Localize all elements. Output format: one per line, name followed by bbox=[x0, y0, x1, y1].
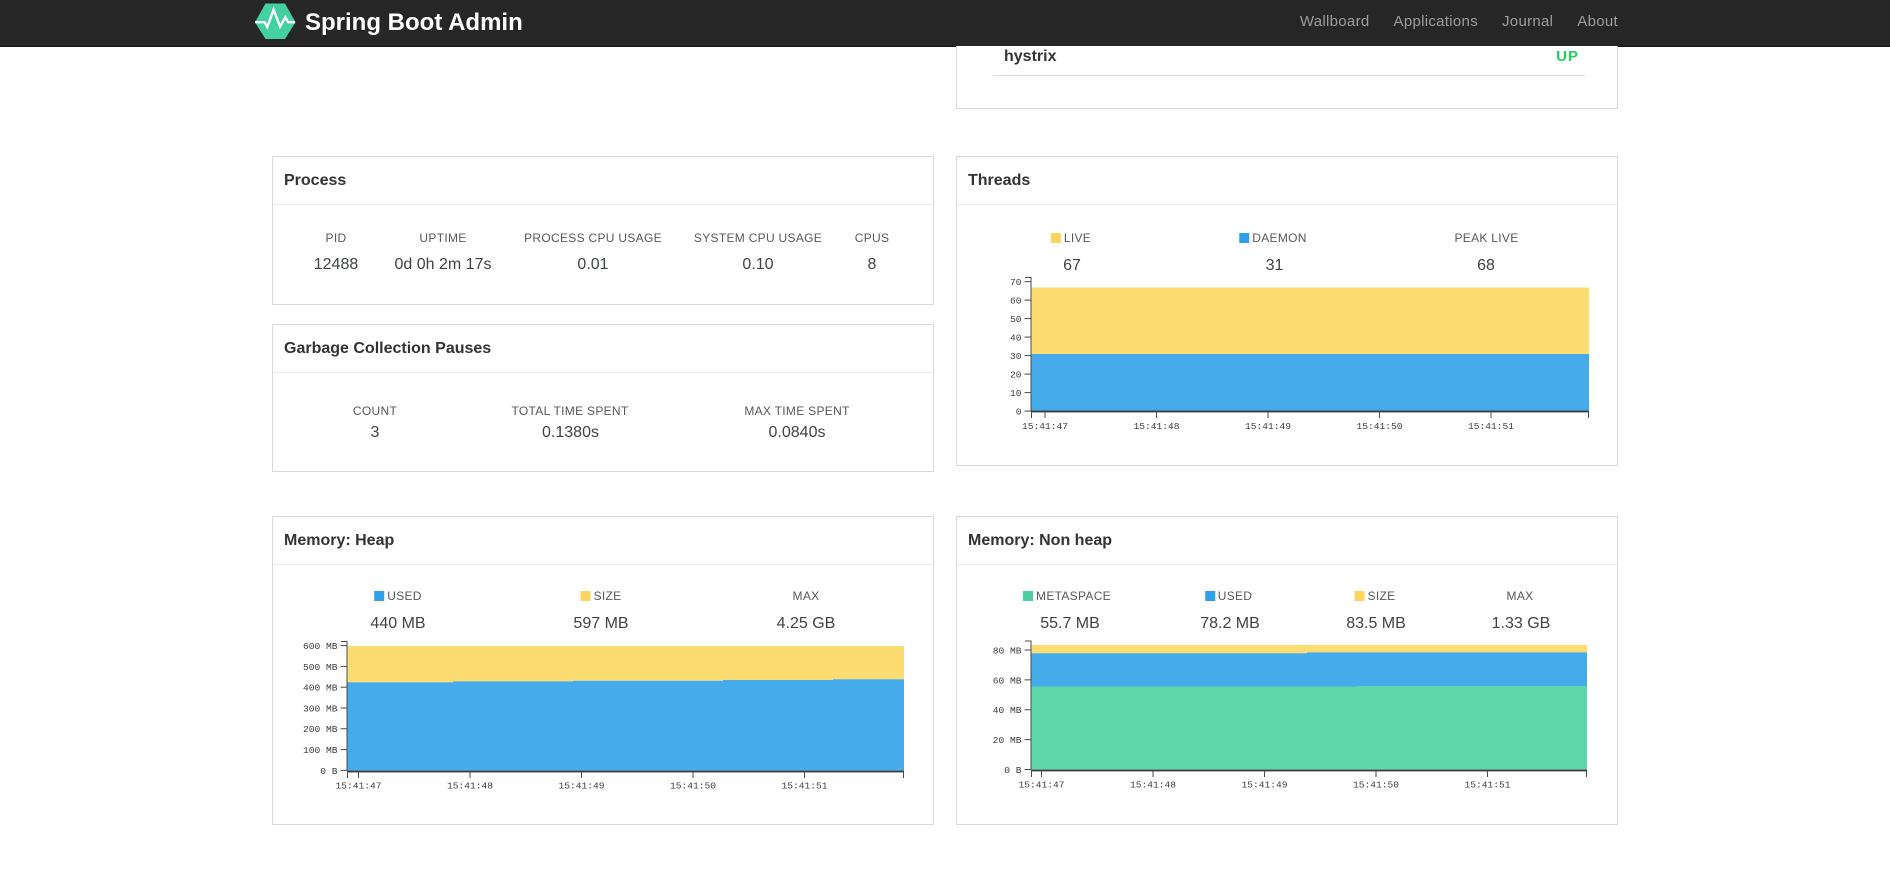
svg-text:15:41:47: 15:41:47 bbox=[335, 781, 381, 792]
svg-text:15:41:49: 15:41:49 bbox=[1245, 421, 1291, 432]
svg-text:60 MB: 60 MB bbox=[993, 675, 1022, 686]
svg-text:15:41:47: 15:41:47 bbox=[1018, 780, 1064, 791]
svg-text:300 MB: 300 MB bbox=[303, 703, 338, 714]
svg-text:60: 60 bbox=[1010, 296, 1022, 307]
svg-text:70: 70 bbox=[1010, 277, 1022, 288]
svg-text:20 MB: 20 MB bbox=[993, 735, 1022, 746]
svg-text:15:41:48: 15:41:48 bbox=[1130, 780, 1176, 791]
svg-text:30: 30 bbox=[1010, 351, 1022, 362]
svg-text:100 MB: 100 MB bbox=[303, 745, 338, 756]
svg-text:15:41:48: 15:41:48 bbox=[1133, 421, 1179, 432]
svg-text:200 MB: 200 MB bbox=[303, 724, 338, 735]
svg-text:15:41:50: 15:41:50 bbox=[1353, 780, 1399, 791]
svg-text:15:41:47: 15:41:47 bbox=[1022, 421, 1068, 432]
svg-text:0 B: 0 B bbox=[1004, 765, 1022, 776]
svg-text:0: 0 bbox=[1016, 407, 1022, 418]
svg-text:15:41:51: 15:41:51 bbox=[1468, 421, 1514, 432]
svg-text:400 MB: 400 MB bbox=[303, 683, 338, 694]
svg-text:15:41:48: 15:41:48 bbox=[447, 781, 493, 792]
svg-text:20: 20 bbox=[1010, 370, 1022, 381]
svg-text:50: 50 bbox=[1010, 314, 1022, 325]
svg-text:15:41:49: 15:41:49 bbox=[1241, 780, 1287, 791]
svg-text:500 MB: 500 MB bbox=[303, 662, 338, 673]
svg-text:40: 40 bbox=[1010, 333, 1022, 344]
svg-text:15:41:50: 15:41:50 bbox=[670, 781, 716, 792]
svg-text:15:41:51: 15:41:51 bbox=[781, 781, 827, 792]
svg-text:40 MB: 40 MB bbox=[993, 705, 1022, 716]
svg-text:10: 10 bbox=[1010, 388, 1022, 399]
svg-text:15:41:50: 15:41:50 bbox=[1356, 421, 1402, 432]
svg-text:15:41:49: 15:41:49 bbox=[558, 781, 604, 792]
svg-text:600 MB: 600 MB bbox=[303, 641, 338, 652]
svg-text:80 MB: 80 MB bbox=[993, 645, 1022, 656]
svg-text:0 B: 0 B bbox=[320, 766, 338, 777]
svg-text:15:41:51: 15:41:51 bbox=[1464, 780, 1510, 791]
